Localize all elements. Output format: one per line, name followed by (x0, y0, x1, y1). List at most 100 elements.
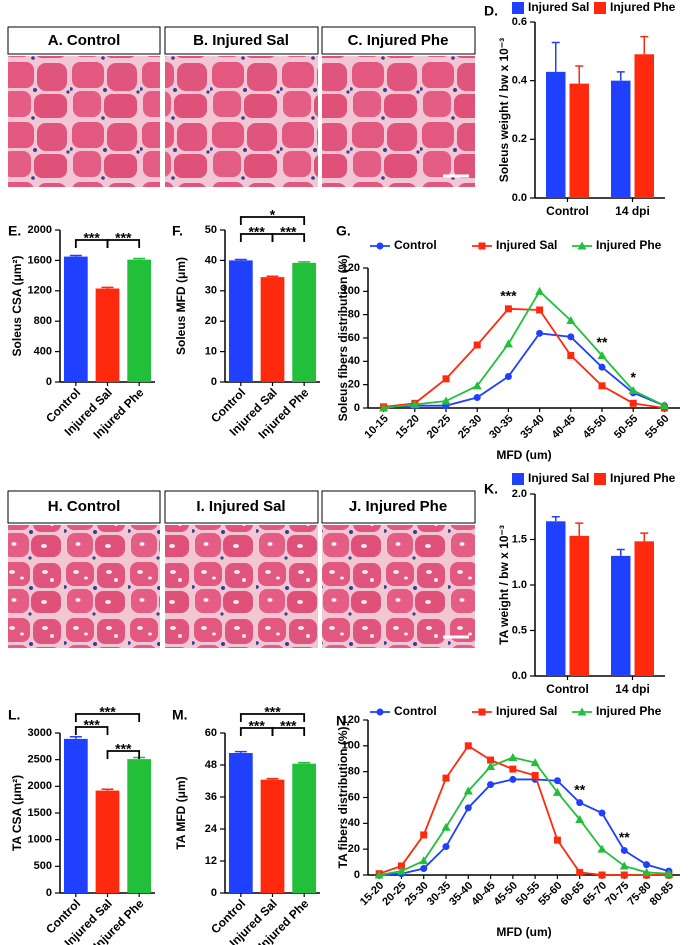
x-tick-label: 60-65 (559, 880, 587, 908)
y-tick-label: 2000 (28, 224, 52, 236)
y-tick-label: 100 (342, 740, 360, 752)
y-tick-label: 1600 (28, 254, 52, 266)
series-line (383, 332, 665, 408)
bar (63, 738, 88, 893)
legend-swatch (512, 473, 524, 485)
significance-label: *** (248, 718, 265, 734)
histology-image (8, 525, 160, 648)
marker (376, 708, 384, 716)
marker (530, 758, 540, 767)
marker (577, 707, 587, 716)
label-box (7, 26, 161, 55)
bar (611, 555, 631, 676)
legend-label: Injured Phe (596, 704, 662, 718)
y-tick-label: 400 (34, 346, 52, 358)
y-tick-label: 3000 (28, 727, 52, 739)
marker (379, 403, 389, 412)
y-axis-label: Soleus CSA (μm²) (10, 256, 24, 357)
y-tick-label: 60 (348, 791, 360, 803)
marker (552, 787, 562, 796)
y-tick-label: 1000 (28, 834, 52, 846)
y-tick-label: 0.2 (512, 133, 527, 145)
image-row-1: A. Control B. Injured Sal C. Injured Phe (7, 26, 476, 187)
y-axis-label: TA MFD (μm) (174, 776, 188, 849)
marker (598, 382, 606, 390)
marker (464, 742, 472, 750)
y-tick-label: 20 (348, 379, 360, 391)
x-tick-label: 40-45 (550, 413, 578, 441)
significance-label: *** (500, 288, 517, 304)
y-tick-label: 0 (211, 376, 217, 388)
x-tick-label: 20-25 (380, 880, 408, 908)
legend-label: Injured Sal (528, 471, 589, 485)
y-tick-label: 120 (342, 714, 360, 726)
marker (643, 861, 651, 869)
error-bar (616, 71, 625, 81)
y-tick-label: 50 (205, 224, 217, 236)
error-bar (298, 261, 311, 263)
significance-label: ** (574, 781, 585, 797)
x-tick-label: 10-15 (362, 413, 390, 441)
marker (503, 339, 513, 348)
significance-label: *** (115, 741, 132, 757)
label-box (7, 490, 161, 524)
x-tick-label: 55-60 (536, 880, 564, 908)
series-line (383, 289, 665, 409)
error-bar (298, 761, 311, 764)
bar (228, 260, 253, 382)
error-bar (640, 532, 649, 542)
y-tick-label: 0 (211, 887, 217, 899)
significance-label: *** (83, 717, 100, 733)
image-label: A. Control (48, 32, 121, 49)
y-tick-label: 0 (46, 376, 52, 388)
legend-label: Control (394, 238, 437, 252)
y-tick-label: 60 (205, 727, 217, 739)
marker (420, 865, 428, 873)
marker (620, 871, 628, 879)
bar (127, 259, 152, 382)
marker (659, 401, 669, 410)
panel-label: F. (172, 223, 183, 239)
label-box (164, 26, 319, 55)
significance-label: * (630, 369, 636, 385)
y-tick-label: 20 (348, 843, 360, 855)
x-tick-label: 25-30 (456, 413, 484, 441)
marker (535, 286, 545, 295)
y-tick-label: 36 (205, 791, 217, 803)
bar (611, 80, 631, 198)
y-tick-label: 80 (348, 766, 360, 778)
marker (419, 856, 429, 865)
marker (472, 381, 482, 390)
marker (376, 242, 384, 250)
marker (464, 804, 472, 812)
x-tick-label: 45-50 (581, 413, 609, 441)
y-tick-label: 30 (205, 285, 217, 297)
x-tick-label: 70-75 (603, 880, 631, 908)
significance-bracket (106, 750, 141, 759)
x-tick-label: 50-55 (514, 880, 542, 908)
image-label: J. Injured Phe (349, 498, 447, 515)
x-tick-label: 55-60 (643, 413, 671, 441)
x-tick-label: 20-25 (425, 413, 453, 441)
x-tick-label: 15-20 (394, 413, 422, 441)
legend-label: Injured Phe (596, 238, 662, 252)
x-tick-label: 14 dpi (615, 204, 650, 218)
legend-swatch (512, 2, 524, 14)
error-bar (69, 254, 82, 257)
y-tick-label: 100 (342, 285, 360, 297)
x-tick-label: 25-30 (403, 880, 431, 908)
legend-swatch (594, 2, 606, 14)
error-bar (133, 257, 146, 260)
marker (620, 846, 628, 854)
y-tick-label: 1200 (28, 285, 52, 297)
error-bar (69, 735, 82, 739)
histology-image (322, 56, 475, 187)
series-line (378, 744, 669, 876)
y-tick-label: 40 (348, 355, 360, 367)
x-axis-label: MFD (um) (496, 925, 551, 939)
y-tick-label: 1500 (28, 807, 52, 819)
image-label: C. Injured Phe (348, 32, 449, 49)
y-axis-label: TA fibers distribution (%) (336, 727, 350, 869)
bar (292, 763, 317, 893)
x-tick-label: 65-70 (581, 880, 609, 908)
